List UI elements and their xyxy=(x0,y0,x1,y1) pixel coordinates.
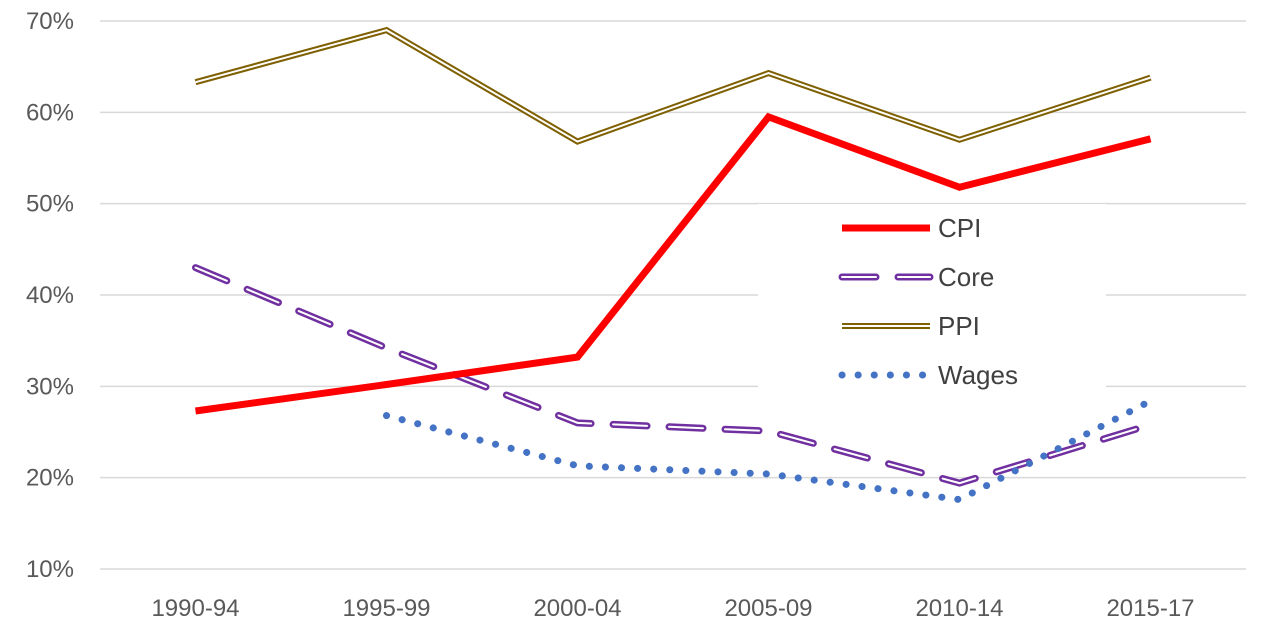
legend-label-wages: Wages xyxy=(938,360,1018,390)
legend-background xyxy=(758,204,1106,390)
cpi-series xyxy=(195,112,1152,415)
wages-data-point xyxy=(1148,398,1154,404)
x-tick-label: 2005-09 xyxy=(724,595,812,622)
legend-label-cpi: CPI xyxy=(938,213,981,243)
y-axis: 10% 20% 30% 40% 50% 60% 70% xyxy=(26,8,74,583)
legend-item-wages: Wages xyxy=(838,360,1018,390)
x-tick-label: 1995-99 xyxy=(342,595,430,622)
series-layer xyxy=(192,26,1154,504)
legend: CPI Core PPI Wages xyxy=(758,204,1106,390)
legend-label-ppi: PPI xyxy=(938,311,980,341)
ppi-series xyxy=(194,26,1152,145)
x-tick-label: 2015-17 xyxy=(1106,595,1194,622)
y-tick-label: 30% xyxy=(26,373,74,400)
core-series xyxy=(192,264,1154,487)
core-data-point xyxy=(766,428,772,434)
legend-item-core: Core xyxy=(838,262,994,292)
y-tick-label: 10% xyxy=(26,556,74,583)
y-tick-label: 70% xyxy=(26,8,74,35)
x-axis: 1990-94 1995-99 2000-04 2005-09 2010-14 2015-… xyxy=(151,595,1194,622)
y-tick-label: 40% xyxy=(26,282,74,309)
x-tick-label: 1990-94 xyxy=(151,595,239,622)
legend-label-core: Core xyxy=(938,262,994,292)
legend-item-cpi: CPI xyxy=(842,213,981,243)
ppi-series-line-inner xyxy=(195,29,1151,143)
y-tick-label: 50% xyxy=(26,191,74,218)
cpi-series-line xyxy=(195,112,1152,415)
grid-layer xyxy=(100,20,1246,570)
x-tick-label: 2010-14 xyxy=(915,595,1003,622)
y-tick-label: 20% xyxy=(26,465,74,492)
y-tick-label: 60% xyxy=(26,99,74,126)
x-tick-label: 2000-04 xyxy=(533,595,621,622)
core-data-point xyxy=(1148,422,1154,428)
core-series-line-inner xyxy=(194,266,1152,485)
wages-series xyxy=(383,397,1154,504)
wages-series-line xyxy=(383,397,1154,504)
legend-item-ppi: PPI xyxy=(842,311,980,341)
